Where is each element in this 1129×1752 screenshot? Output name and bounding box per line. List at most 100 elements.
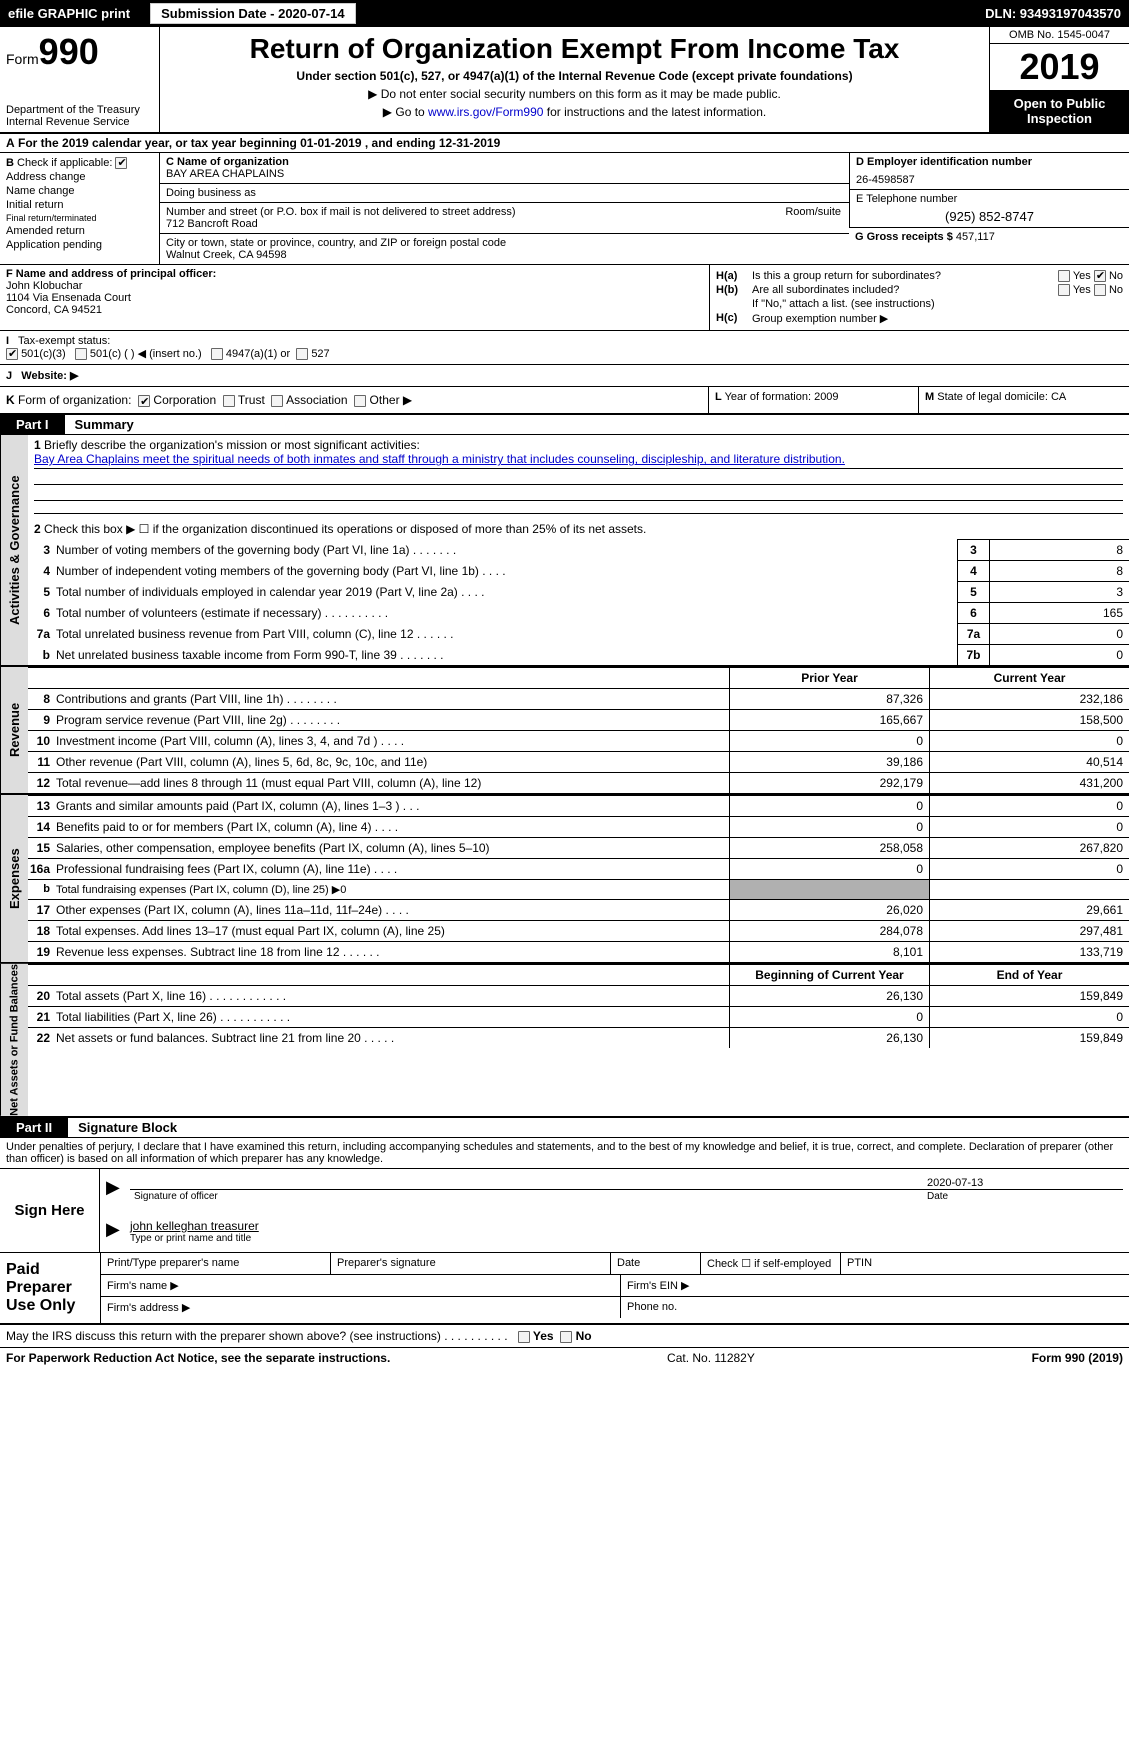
col-b-checkboxes: B Check if applicable: Address change Na… xyxy=(0,153,160,264)
gov-line-7b: b Net unrelated business taxable income … xyxy=(28,644,1129,665)
row-ij: I Tax-exempt status: 501(c)(3) 501(c) ( … xyxy=(0,331,1129,365)
footer-no-chk[interactable] xyxy=(560,1331,572,1343)
m-lbl: M xyxy=(925,391,934,403)
sign-here-block: Sign Here ▶ 2020-07-13 Signature of offi… xyxy=(0,1169,1129,1253)
row-a-label: A xyxy=(6,136,15,150)
omb-number: OMB No. 1545-0047 xyxy=(990,27,1129,44)
i-opt-501c3: 501(c)(3) xyxy=(21,348,66,360)
i-4947-chk[interactable] xyxy=(211,348,223,360)
rev-line-11: 11 Other revenue (Part VIII, column (A),… xyxy=(28,751,1129,772)
chk-initial-return: Initial return xyxy=(6,199,153,211)
form-title: Return of Organization Exempt From Incom… xyxy=(166,33,983,65)
i-opt-501c: 501(c) ( ) ◀ (insert no.) xyxy=(90,348,202,360)
part1-title: Summary xyxy=(65,417,134,432)
f-addr2: Concord, CA 94521 xyxy=(6,304,102,316)
prep-h4: Check ☐ if self-employed xyxy=(701,1253,841,1274)
sign-here-lbl: Sign Here xyxy=(0,1169,100,1252)
k-assoc-chk[interactable] xyxy=(271,395,283,407)
net-line-22: 22 Net assets or fund balances. Subtract… xyxy=(28,1027,1129,1048)
net-line-20: 20 Total assets (Part X, line 16) . . . … xyxy=(28,985,1129,1006)
footer-pra: For Paperwork Reduction Act Notice, see … xyxy=(6,1351,390,1365)
submission-date-box: Submission Date - 2020-07-14 xyxy=(150,3,356,24)
ein-lbl: D Employer identification number xyxy=(856,156,1032,168)
hb-yes-chk[interactable] xyxy=(1058,284,1070,296)
exp-line-18: 18 Total expenses. Add lines 13–17 (must… xyxy=(28,920,1129,941)
row-fh: F Name and address of principal officer:… xyxy=(0,265,1129,331)
part2-title: Signature Block xyxy=(68,1120,177,1135)
gov-line-4: 4 Number of independent voting members o… xyxy=(28,560,1129,581)
form-990-number: 990 xyxy=(39,31,99,72)
k-opt-assoc: Association xyxy=(286,393,347,407)
k-other-chk[interactable] xyxy=(354,395,366,407)
exp-line-17: 17 Other expenses (Part IX, column (A), … xyxy=(28,899,1129,920)
prep-firm-ein: Firm's EIN ▶ xyxy=(621,1275,1129,1296)
penalty-text: Under penalties of perjury, I declare th… xyxy=(0,1138,1129,1169)
s1-lbl: Briefly describe the organization's miss… xyxy=(44,438,420,452)
gov-line-3: 3 Number of voting members of the govern… xyxy=(28,539,1129,560)
row-klm: K Form of organization: Corporation Trus… xyxy=(0,387,1129,415)
row-a-end: , and ending 12-31-2019 xyxy=(365,136,500,150)
tel: (925) 852-8747 xyxy=(856,209,1123,224)
boy-hdr: Beginning of Current Year xyxy=(729,965,929,985)
col-b-label: B xyxy=(6,157,14,169)
row-h-group: H(a) Is this a group return for subordin… xyxy=(709,265,1129,330)
footer-yes-chk[interactable] xyxy=(518,1331,530,1343)
net-line-21: 21 Total liabilities (Part X, line 26) .… xyxy=(28,1006,1129,1027)
chk-pending: Application pending xyxy=(6,239,153,251)
k-opt-corp: Corporation xyxy=(153,393,216,407)
rev-line-8: 8 Contributions and grants (Part VIII, l… xyxy=(28,688,1129,709)
hb-txt: Are all subordinates included? xyxy=(752,284,1058,296)
row-f-officer: F Name and address of principal officer:… xyxy=(0,265,709,330)
prep-lbl: Paid Preparer Use Only xyxy=(0,1253,100,1323)
prep-h2: Preparer's signature xyxy=(331,1253,611,1274)
part1-tag: Part I xyxy=(0,415,65,434)
form-subtitle-2b: ▶ Go to www.irs.gov/Form990 for instruct… xyxy=(166,105,983,119)
prep-h3: Date xyxy=(611,1253,701,1274)
footer-cat: Cat. No. 11282Y xyxy=(667,1351,755,1365)
cy-hdr: Current Year xyxy=(929,668,1129,688)
l-lbl: L xyxy=(715,391,722,403)
line-2-discontinued: 2 Check this box ▶ ☐ if the organization… xyxy=(28,519,1129,539)
i-527-chk[interactable] xyxy=(296,348,308,360)
f-name: John Klobuchar xyxy=(6,280,82,292)
exp-line-13: 13 Grants and similar amounts paid (Part… xyxy=(28,795,1129,816)
part1-header: Part I Summary xyxy=(0,415,1129,435)
col-c-org-info: C Name of organization BAY AREA CHAPLAIN… xyxy=(160,153,849,264)
k-corp-chk[interactable] xyxy=(138,395,150,407)
g-lbl: G Gross receipts $ xyxy=(855,231,953,243)
ha-txt: Is this a group return for subordinates? xyxy=(752,270,1058,282)
rev-line-10: 10 Investment income (Part VIII, column … xyxy=(28,730,1129,751)
sig-date-lbl: Date xyxy=(923,1189,1123,1203)
f-addr1: 1104 Via Ensenada Court xyxy=(6,292,131,304)
gov-line-6: 6 Total number of volunteers (estimate i… xyxy=(28,602,1129,623)
i-txt: Tax-exempt status: xyxy=(18,335,110,347)
form-subtitle-2a: ▶ Do not enter social security numbers o… xyxy=(166,87,983,101)
dln-label: DLN: 93493197043570 xyxy=(985,6,1121,21)
hb-no-chk[interactable] xyxy=(1094,284,1106,296)
rev-line-9: 9 Program service revenue (Part VIII, li… xyxy=(28,709,1129,730)
k-trust-chk[interactable] xyxy=(223,395,235,407)
exp-line-b: b Total fundraising expenses (Part IX, c… xyxy=(28,879,1129,899)
addr-lbl: Number and street (or P.O. box if mail i… xyxy=(166,206,843,218)
side-net: Net Assets or Fund Balances xyxy=(0,964,28,1116)
net-section: Net Assets or Fund Balances Beginning of… xyxy=(0,964,1129,1118)
mission-text[interactable]: Bay Area Chaplains meet the spiritual ne… xyxy=(34,452,845,466)
line-1-mission: 1 Briefly describe the organization's mi… xyxy=(28,435,1129,519)
i-501c3-chk[interactable] xyxy=(6,348,18,360)
exp-line-19: 19 Revenue less expenses. Subtract line … xyxy=(28,941,1129,962)
ha-no-chk[interactable] xyxy=(1094,270,1106,282)
signer-name: john kelleghan treasurer xyxy=(130,1219,1123,1233)
irs-link[interactable]: www.irs.gov/Form990 xyxy=(428,105,543,119)
part2-tag: Part II xyxy=(0,1118,68,1137)
check-if-label: Check if applicable: xyxy=(17,157,112,169)
ha-yes-chk[interactable] xyxy=(1058,270,1070,282)
i-501c-chk[interactable] xyxy=(75,348,87,360)
row-a-text: For the 2019 calendar year, or tax year … xyxy=(18,136,362,150)
footer-bar: For Paperwork Reduction Act Notice, see … xyxy=(0,1347,1129,1368)
entity-block: B Check if applicable: Address change Na… xyxy=(0,153,1129,265)
prep-firm: Firm's name ▶ xyxy=(101,1275,621,1296)
check-applicable-icon xyxy=(115,157,127,169)
prep-h5: PTIN xyxy=(841,1253,1129,1274)
exp-line-14: 14 Benefits paid to or for members (Part… xyxy=(28,816,1129,837)
efile-label: efile GRAPHIC print xyxy=(8,6,130,21)
